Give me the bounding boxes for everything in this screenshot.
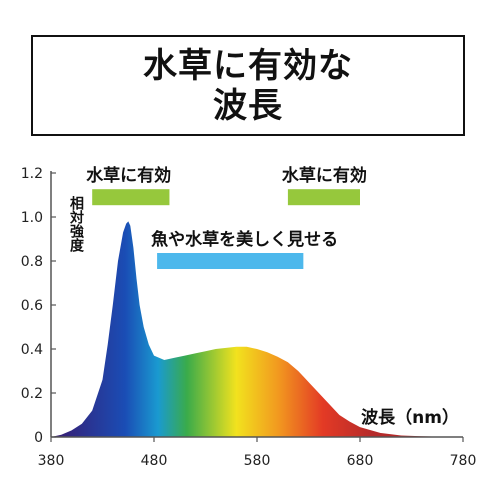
y-tick-label: 1.2: [21, 166, 43, 182]
spectrum-area: [51, 221, 463, 437]
annotation-label: 水草に有効: [86, 165, 171, 186]
annotation-label: 水草に有効: [282, 165, 367, 186]
y-tick-label: 0.8: [21, 254, 43, 270]
y-axis-label: 相対強度: [68, 195, 85, 253]
y-tick-label: 0.6: [21, 298, 43, 314]
y-tick-label: 0.4: [21, 342, 43, 358]
title-line-2: 波長: [213, 86, 283, 126]
y-tick-label: 0.2: [21, 386, 43, 402]
x-axis-label: 波長（nm）: [361, 407, 459, 428]
x-tick-label: 580: [244, 453, 271, 469]
x-tick-label: 680: [347, 453, 374, 469]
y-tick-label: 0: [34, 430, 43, 446]
x-tick-label: 480: [141, 453, 168, 469]
annotation-bar: [287, 189, 360, 206]
annotation-bar: [92, 189, 170, 206]
x-tick-label: 380: [38, 453, 65, 469]
title-box: 水草に有効な 波長: [31, 35, 465, 136]
title-line-1: 水草に有効な: [143, 46, 353, 86]
x-tick-label: 780: [450, 453, 477, 469]
annotation-label: 魚や水草を美しく見せる: [151, 229, 338, 250]
annotation-bar: [157, 253, 304, 269]
y-tick-label: 1.0: [21, 210, 43, 226]
